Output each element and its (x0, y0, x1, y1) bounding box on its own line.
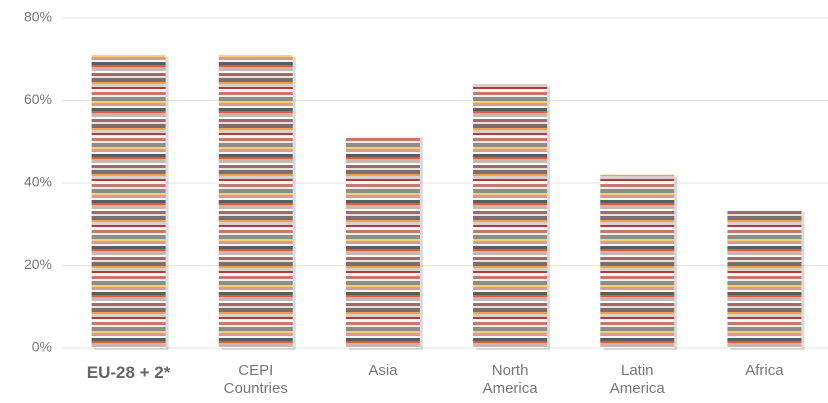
bar (345, 135, 420, 348)
x-tick-label: Asia (368, 362, 398, 379)
y-tick-label: 60% (24, 91, 52, 107)
bar (91, 55, 166, 348)
bar (727, 209, 802, 348)
y-tick-label: 0% (32, 339, 52, 355)
bar (218, 55, 293, 348)
y-tick-label: 80% (24, 9, 52, 25)
bar (473, 84, 548, 348)
y-tick-label: 20% (24, 256, 52, 272)
y-tick-label: 40% (24, 174, 52, 190)
x-tick-label: Africa (745, 362, 784, 379)
x-tick-label: Latin America (609, 362, 665, 397)
x-tick-label: EU-28 + 2* (86, 363, 171, 382)
bar (600, 174, 675, 348)
x-tick-label: CEPI Countries (223, 362, 288, 397)
x-tick-label: North America (482, 362, 538, 397)
